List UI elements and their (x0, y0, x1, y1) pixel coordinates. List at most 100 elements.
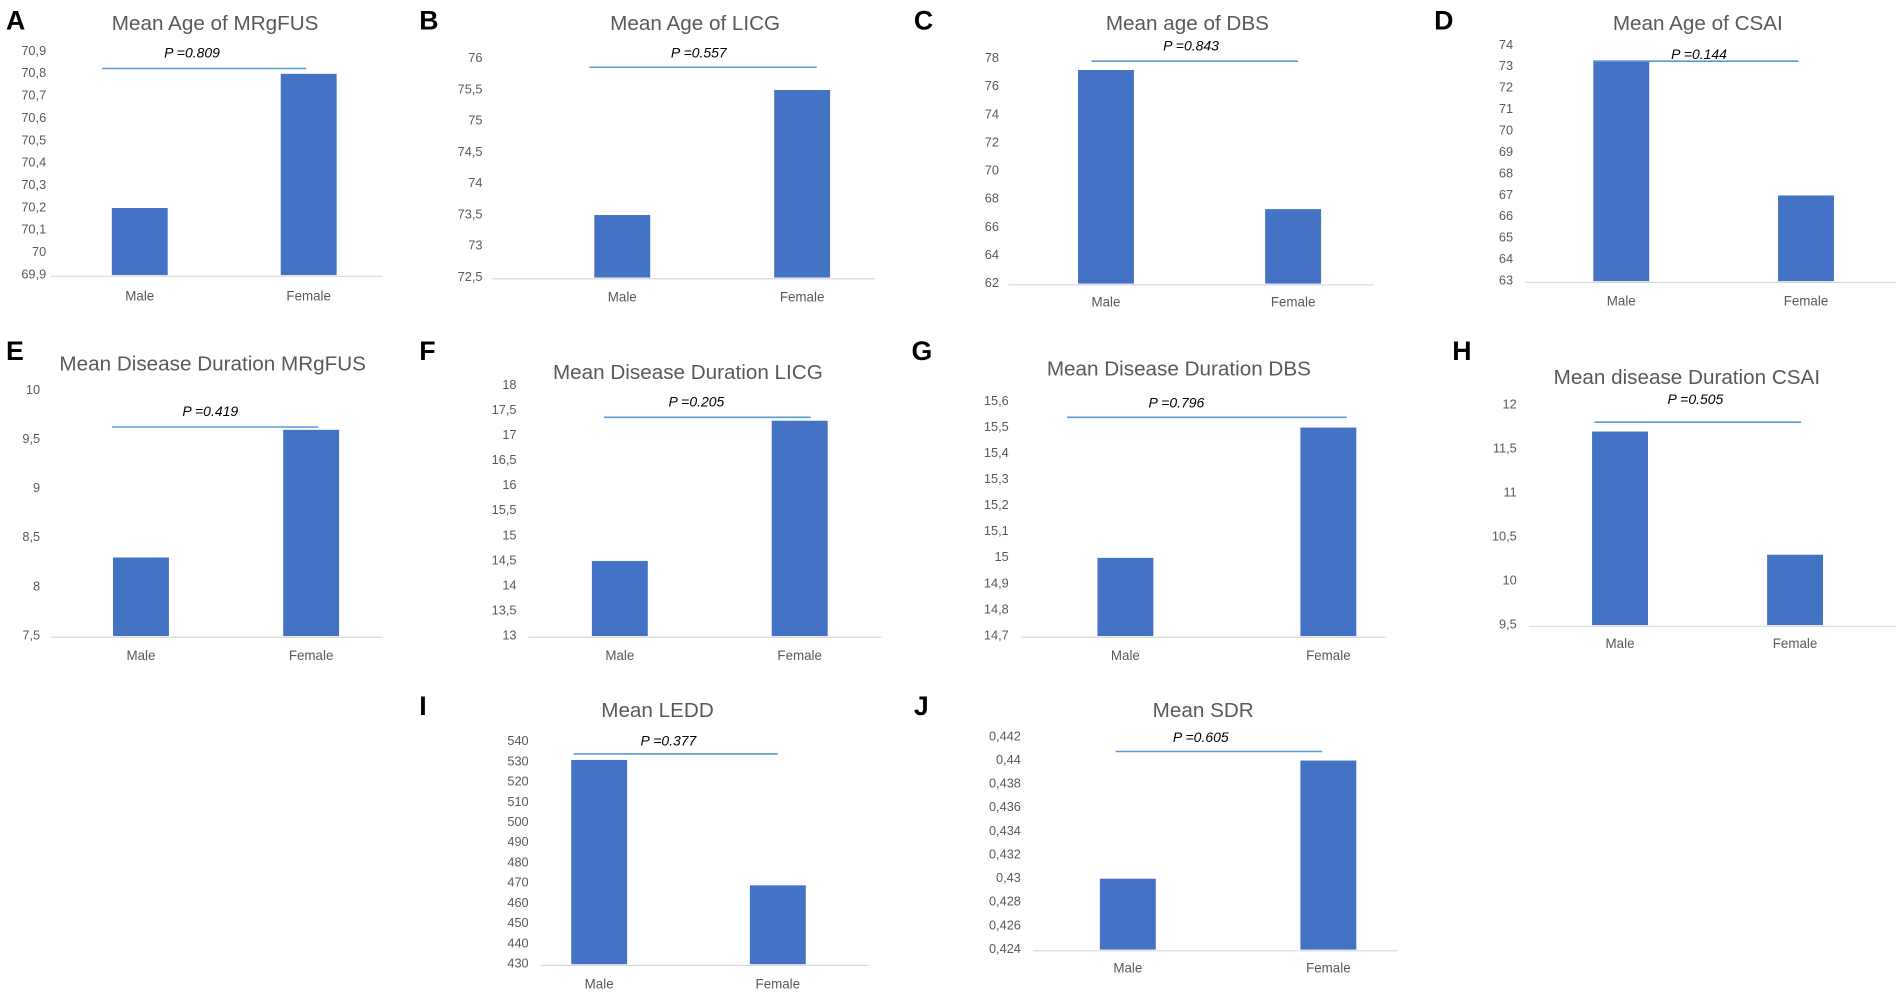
chart-title: Mean SDR (1153, 699, 1254, 722)
y-tick-label: 67 (1499, 187, 1513, 202)
y-tick-label: 13 (502, 627, 516, 642)
p-value: P =0.557 (671, 45, 728, 61)
y-tick-label: 0,44 (996, 752, 1021, 767)
y-tick-label: 63 (1499, 273, 1513, 288)
chart-title: Mean LEDD (601, 699, 714, 722)
y-tick-label: 69,9 (21, 266, 46, 281)
y-tick-label: 530 (507, 753, 528, 768)
y-tick-label: 15 (995, 549, 1009, 564)
y-tick-label: 15,4 (984, 445, 1009, 460)
y-tick-label: 66 (1499, 208, 1513, 223)
y-tick-label: 69 (1499, 144, 1513, 159)
bar (571, 759, 628, 965)
y-tick-label: 75 (468, 113, 482, 128)
chart-title: Mean Disease Duration LICG (553, 361, 823, 384)
bar (280, 73, 337, 276)
x-tick-label: Male (126, 648, 155, 663)
y-tick-label: 72 (1499, 80, 1513, 95)
y-tick-label: 64 (1499, 251, 1513, 266)
bar (1767, 554, 1824, 626)
x-tick-label: Male (125, 289, 154, 304)
bar (591, 560, 648, 637)
bar (113, 557, 169, 637)
y-tick-label: 10 (26, 382, 40, 397)
p-value: P =0.809 (164, 45, 220, 61)
chart-title: Mean Age of LICG (610, 12, 780, 35)
y-tick-label: 12 (1503, 397, 1517, 412)
y-tick-label: 17 (502, 427, 516, 442)
y-tick-label: 440 (507, 935, 528, 950)
y-tick-label: 0,432 (989, 846, 1021, 861)
y-tick-label: 8,5 (22, 529, 40, 544)
y-tick-label: 70 (985, 163, 999, 178)
y-tick-label: 70,7 (21, 88, 46, 103)
x-tick-label: Female (1306, 648, 1351, 663)
y-tick-label: 15 (502, 527, 516, 542)
chart-title: Mean Disease Duration DBS (1047, 357, 1311, 380)
y-tick-label: 70 (32, 244, 46, 259)
y-tick-label: 450 (507, 915, 528, 930)
y-tick-label: 0,426 (989, 917, 1021, 932)
p-value: P =0.605 (1173, 729, 1229, 745)
p-value: P =0.796 (1149, 395, 1205, 411)
x-tick-label: Female (1773, 636, 1818, 651)
panel-letter: D (1434, 5, 1453, 35)
x-tick-label: Female (1784, 293, 1829, 308)
x-tick-label: Female (1271, 295, 1316, 310)
p-value: P =0.505 (1667, 391, 1723, 407)
panel-letter: J (914, 691, 929, 721)
y-tick-label: 65 (1499, 230, 1513, 245)
p-value: P =0.205 (668, 393, 724, 409)
x-tick-label: Female (286, 289, 331, 304)
y-tick-label: 72 (985, 134, 999, 149)
y-tick-label: 7,5 (22, 627, 40, 642)
y-tick-label: 74 (985, 106, 999, 121)
y-tick-label: 70,4 (21, 155, 46, 170)
y-tick-label: 14,8 (984, 601, 1009, 616)
y-tick-label: 70,1 (21, 222, 46, 237)
x-tick-label: Male (1113, 961, 1142, 976)
y-tick-label: 76 (985, 78, 999, 93)
bar (1778, 195, 1834, 282)
y-tick-label: 0,438 (989, 776, 1021, 791)
y-tick-label: 74,5 (458, 144, 483, 159)
chart-title: Mean disease Duration CSAI (1554, 366, 1820, 389)
y-tick-label: 73 (468, 238, 482, 253)
y-tick-label: 18 (502, 377, 516, 392)
y-tick-label: 72,5 (458, 269, 483, 284)
y-tick-label: 14,5 (492, 552, 517, 567)
x-tick-label: Female (289, 648, 334, 663)
y-tick-label: 520 (507, 774, 528, 789)
y-tick-label: 62 (985, 275, 999, 290)
x-tick-label: Male (1111, 648, 1140, 663)
y-tick-label: 9,5 (22, 431, 40, 446)
y-tick-label: 71 (1499, 101, 1513, 116)
p-value: P =0.419 (182, 403, 238, 419)
chart-title: Mean age of DBS (1106, 12, 1269, 35)
y-tick-label: 430 (507, 956, 528, 971)
y-tick-label: 70,8 (21, 65, 46, 80)
y-tick-label: 0,434 (989, 823, 1021, 838)
y-tick-label: 500 (507, 814, 528, 829)
y-tick-label: 13,5 (492, 602, 517, 617)
y-tick-label: 540 (507, 733, 528, 748)
bar (771, 420, 828, 637)
y-tick-label: 16,5 (492, 452, 517, 467)
x-tick-label: Female (780, 290, 825, 305)
bar (594, 215, 651, 278)
y-tick-label: 11,5 (1493, 441, 1517, 456)
y-tick-label: 0,43 (996, 870, 1021, 885)
y-tick-label: 10,5 (1492, 528, 1517, 543)
y-tick-label: 68 (1499, 165, 1513, 180)
x-tick-label: Female (777, 648, 822, 663)
panel-letter: B (419, 5, 438, 35)
y-tick-label: 15,3 (984, 471, 1009, 486)
bar (283, 429, 340, 637)
y-tick-label: 70,9 (21, 43, 46, 58)
bar (749, 885, 806, 965)
x-tick-label: Male (585, 976, 614, 991)
chart-title: Mean Disease Duration MRgFUS (59, 352, 366, 375)
y-tick-label: 73 (1499, 58, 1513, 73)
x-tick-label: Male (1607, 293, 1636, 308)
